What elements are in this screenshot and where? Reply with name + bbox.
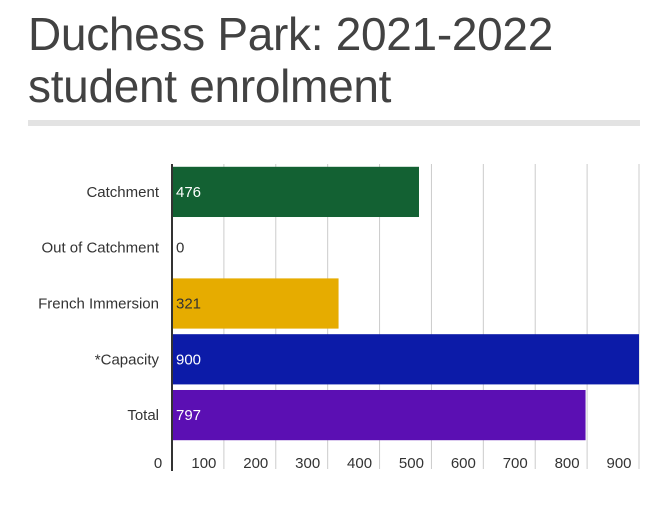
- x-tick-label: 300: [295, 455, 320, 472]
- data-label: 321: [176, 296, 201, 313]
- labels: 0 100 200 300 400 500 600 700 800 900 Catchment 476…: [38, 184, 631, 472]
- chart-title-line-1: Duchess Park: 2021-2022: [28, 8, 553, 60]
- x-tick-label: 500: [399, 455, 424, 472]
- chart-title: Duchess Park: 2021-2022 student enrolmen…: [28, 8, 648, 112]
- x-tick-label: 0: [154, 455, 162, 472]
- x-tick-label: 700: [503, 455, 528, 472]
- bar-french-immersion: [172, 278, 339, 329]
- category-label: Catchment: [86, 184, 159, 201]
- bars: [172, 166, 639, 441]
- data-label: 476: [176, 184, 201, 201]
- x-tick-label: 800: [555, 455, 580, 472]
- bar-capacity: [172, 334, 639, 385]
- x-tick-label: 400: [347, 455, 372, 472]
- x-tick-label: 600: [451, 455, 476, 472]
- x-tick-label: 200: [243, 455, 268, 472]
- bar-catchment: [172, 166, 419, 218]
- title-divider: [28, 120, 640, 126]
- category-label: Out of Catchment: [41, 240, 159, 257]
- bar-total: [172, 389, 586, 441]
- chart-title-line-2: student enrolment: [28, 60, 392, 112]
- data-label: 797: [176, 407, 201, 424]
- category-label: Total: [127, 407, 159, 424]
- data-label: 900: [176, 351, 201, 368]
- x-tick-label: 100: [191, 455, 216, 472]
- data-label: 0: [176, 240, 184, 257]
- category-label: *Capacity: [95, 351, 160, 368]
- category-label: French Immersion: [38, 296, 159, 313]
- x-tick-label: 900: [606, 455, 631, 472]
